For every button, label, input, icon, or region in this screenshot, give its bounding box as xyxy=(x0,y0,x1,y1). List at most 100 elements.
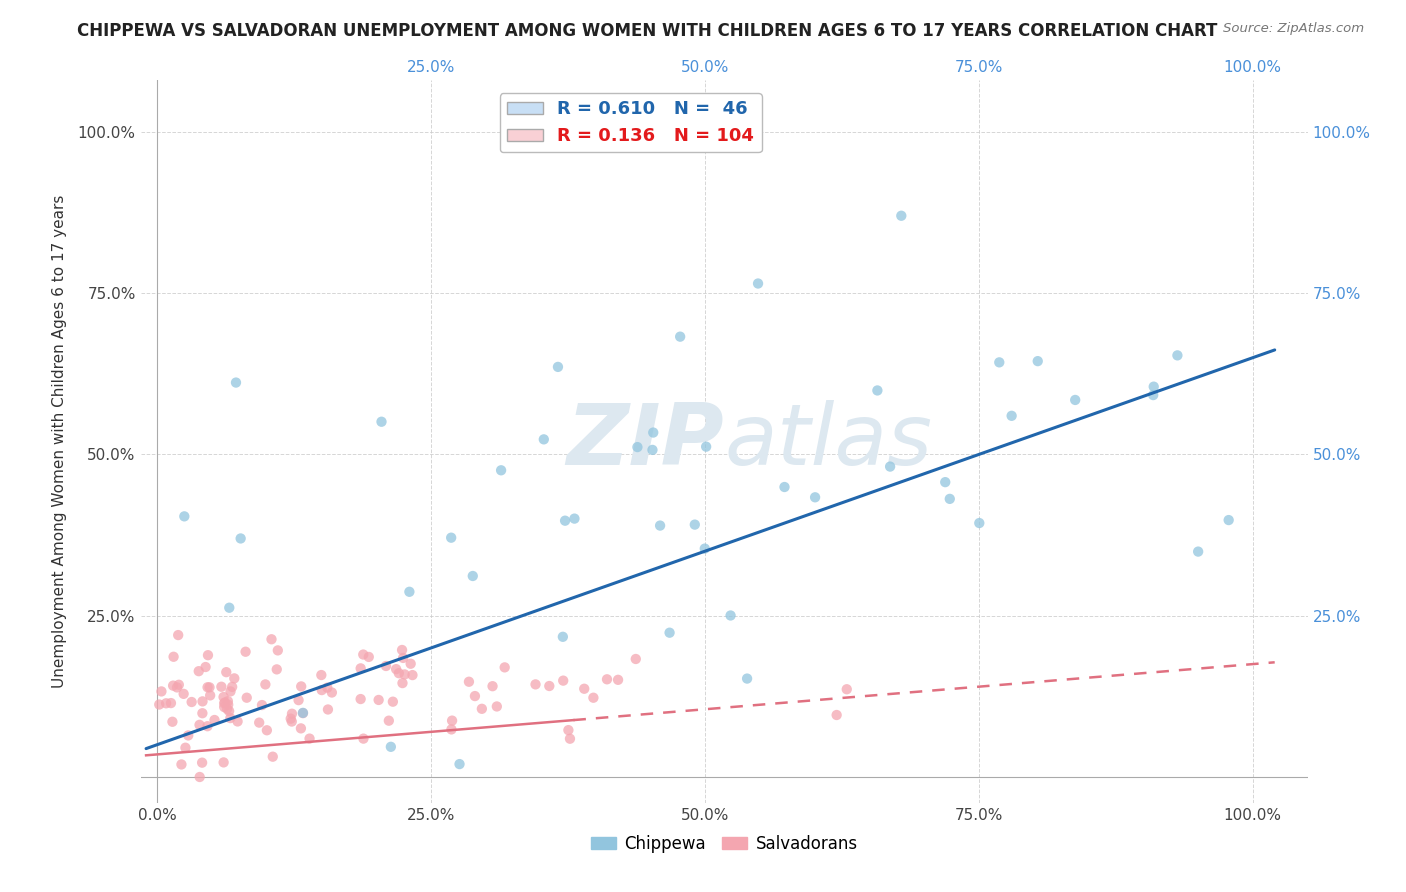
Point xyxy=(290,722,312,736)
Point xyxy=(835,682,858,697)
Point xyxy=(217,694,239,708)
Point xyxy=(693,541,716,556)
Point xyxy=(150,684,173,698)
Point xyxy=(197,648,219,663)
Point xyxy=(538,679,561,693)
Point xyxy=(155,696,177,710)
Point xyxy=(229,532,252,546)
Point xyxy=(262,749,284,764)
Point xyxy=(825,708,848,723)
Point xyxy=(281,714,304,729)
Point xyxy=(449,757,471,772)
Point xyxy=(399,657,422,671)
Point xyxy=(221,680,243,694)
Point xyxy=(485,699,508,714)
Point xyxy=(180,695,202,709)
Point xyxy=(890,209,912,223)
Point xyxy=(988,355,1011,369)
Point xyxy=(173,509,195,524)
Point xyxy=(191,706,214,721)
Point xyxy=(167,628,190,642)
Point xyxy=(167,678,190,692)
Text: CHIPPEWA VS SALVADORAN UNEMPLOYMENT AMONG WOMEN WITH CHILDREN AGES 6 TO 17 YEARS: CHIPPEWA VS SALVADORAN UNEMPLOYMENT AMON… xyxy=(77,22,1218,40)
Point xyxy=(316,681,339,695)
Point xyxy=(1001,409,1024,423)
Point xyxy=(166,681,188,695)
Point xyxy=(218,704,240,718)
Legend: Chippewa, Salvadorans: Chippewa, Salvadorans xyxy=(583,828,865,860)
Point xyxy=(939,491,962,506)
Point xyxy=(162,714,184,729)
Point xyxy=(174,740,197,755)
Point xyxy=(481,679,503,693)
Point xyxy=(385,662,408,676)
Point xyxy=(217,698,239,712)
Point xyxy=(194,660,217,674)
Point xyxy=(564,511,586,525)
Point xyxy=(160,696,183,710)
Point xyxy=(298,731,321,746)
Point xyxy=(643,425,665,440)
Point xyxy=(290,680,312,694)
Point xyxy=(291,706,314,720)
Point xyxy=(191,756,214,770)
Point xyxy=(217,702,239,716)
Point xyxy=(879,459,901,474)
Point xyxy=(148,698,170,712)
Point xyxy=(388,666,411,681)
Point xyxy=(235,645,257,659)
Point xyxy=(225,376,247,390)
Point xyxy=(557,723,579,738)
Point xyxy=(215,665,238,680)
Point xyxy=(226,714,249,729)
Point xyxy=(720,608,742,623)
Point xyxy=(596,673,619,687)
Point xyxy=(683,517,706,532)
Point xyxy=(648,518,671,533)
Point xyxy=(254,677,277,691)
Point xyxy=(280,712,302,726)
Text: ZIP: ZIP xyxy=(567,400,724,483)
Point xyxy=(177,728,200,742)
Point xyxy=(198,689,221,703)
Point xyxy=(866,384,889,398)
Point xyxy=(934,475,956,490)
Point xyxy=(1187,544,1209,558)
Point xyxy=(440,531,463,545)
Point xyxy=(551,630,574,644)
Point xyxy=(311,683,333,698)
Point xyxy=(626,440,648,454)
Point xyxy=(1064,392,1087,407)
Point xyxy=(291,706,314,721)
Point xyxy=(316,702,339,716)
Point xyxy=(219,711,242,725)
Point xyxy=(461,569,484,583)
Point xyxy=(250,698,273,712)
Point xyxy=(695,440,717,454)
Point xyxy=(574,681,596,696)
Point xyxy=(669,329,692,343)
Text: Source: ZipAtlas.com: Source: ZipAtlas.com xyxy=(1223,22,1364,36)
Point xyxy=(533,433,555,447)
Point xyxy=(1218,513,1240,527)
Point xyxy=(553,673,575,688)
Point xyxy=(287,693,309,707)
Point xyxy=(267,643,290,657)
Point xyxy=(1166,348,1188,362)
Point xyxy=(1143,379,1166,393)
Point xyxy=(1026,354,1049,368)
Point xyxy=(187,664,209,678)
Point xyxy=(162,679,184,693)
Point xyxy=(641,442,664,457)
Point xyxy=(188,770,211,784)
Point xyxy=(204,713,226,727)
Point xyxy=(311,668,333,682)
Point xyxy=(804,491,827,505)
Point xyxy=(188,718,211,732)
Point xyxy=(173,687,195,701)
Point xyxy=(381,695,404,709)
Point xyxy=(350,661,373,675)
Point xyxy=(224,672,246,686)
Point xyxy=(380,739,402,754)
Y-axis label: Unemployment Among Women with Children Ages 6 to 17 years: Unemployment Among Women with Children A… xyxy=(52,194,66,689)
